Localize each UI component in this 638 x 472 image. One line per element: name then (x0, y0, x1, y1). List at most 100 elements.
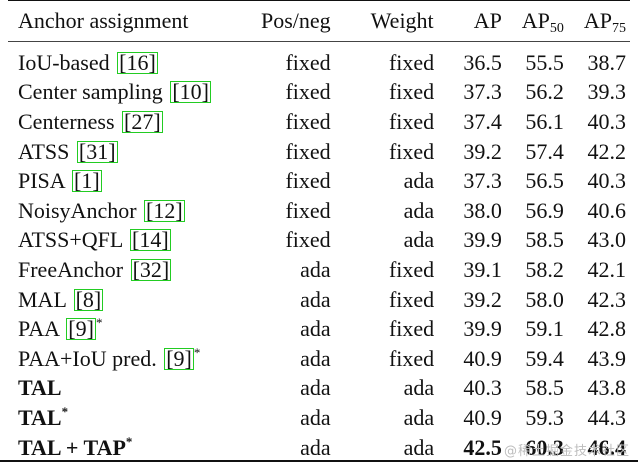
method-name: Centerness (18, 108, 115, 134)
header-ap: AP (444, 0, 506, 42)
citation-box[interactable]: [1] (71, 168, 102, 194)
cell-pos-neg: ada (300, 256, 331, 282)
citation-box[interactable]: [12] (144, 197, 185, 223)
table-body: IoU-based [16] fixed fixed 36.5 55.5 38.7 Cent… (8, 42, 630, 463)
cell-ap50: 57.4 (525, 138, 564, 164)
cell-ap75: 42.1 (587, 256, 627, 282)
cell-weight: ada (403, 375, 435, 401)
table-row: Center sampling [10] fixed fixed 37.3 56.2 39… (8, 78, 630, 108)
cell-ap: 42.5 (463, 434, 502, 460)
cell-ap: 40.9 (463, 345, 502, 371)
cell-anchor-method: PISA [1] (8, 166, 238, 196)
cell-ap50: 56.9 (525, 197, 564, 223)
cell-ap75: 42.2 (587, 138, 627, 164)
table-row: ATSS [31] fixed fixed 39.2 57.4 42.2 (8, 137, 630, 167)
cell-ap75: 39.3 (587, 79, 627, 105)
table-row: TAL* ada ada 40.9 59.3 44.3 (8, 403, 630, 433)
method-name: PAA (18, 316, 59, 342)
table-row: PAA+IoU pred. [9] * ada fixed 40.9 59.4 43.9 (8, 344, 630, 374)
watermark-text: @稀土掘金技术社区 (503, 444, 630, 459)
cell-anchor-method: ATSS+QFL [14] (8, 226, 238, 256)
cell-weight: fixed (388, 256, 435, 282)
header-ap75: AP75 (567, 0, 630, 42)
cell-ap50: 58.5 (525, 375, 564, 401)
citation-box[interactable]: [27] (122, 108, 163, 134)
cell-pos-neg: fixed (285, 168, 331, 194)
asterisk-marker: * (95, 315, 103, 331)
citation-bracket-open: [ (78, 138, 87, 164)
header-pos-neg: Pos/neg (237, 0, 343, 42)
citation-number: 9 (75, 316, 87, 342)
cell-anchor-method: IoU-based [16] (8, 42, 238, 78)
citation-number: 9 (173, 345, 185, 371)
cell-ap: 39.1 (463, 256, 502, 282)
cell-ap50: 58.5 (525, 227, 564, 253)
table-row: TAL ada ada 40.3 58.5 43.8 (8, 374, 630, 404)
citation-bracket-close: ] (153, 108, 161, 134)
citation-box[interactable]: [9] (164, 345, 194, 371)
method-name: Center sampling (18, 79, 163, 105)
cell-anchor-method: Centerness [27] (8, 107, 238, 137)
citation-box[interactable]: [16] (117, 49, 158, 75)
citation-bracket-close: ] (93, 286, 102, 312)
cell-ap75: 43.0 (587, 227, 627, 253)
cell-anchor-method: PAA+IoU pred. [9] * (8, 344, 238, 374)
method-name: PAA+IoU pred. (18, 345, 157, 371)
citation-bracket-close: ] (92, 168, 100, 194)
table-row: Centerness [27] fixed fixed 37.4 56.1 40.3 (8, 107, 630, 137)
cell-weight: fixed (388, 286, 435, 312)
cell-ap: 37.4 (463, 108, 502, 134)
cell-ap75: 43.9 (587, 345, 627, 371)
citation-bracket-close: ] (161, 227, 169, 253)
citation-bracket-open: [ (132, 227, 140, 253)
citation-box[interactable]: [10] (170, 79, 211, 105)
citation-number: 16 (126, 49, 149, 75)
citation-box[interactable]: [14] (130, 227, 171, 253)
citation-number: 32 (139, 256, 162, 282)
cell-pos-neg: fixed (285, 138, 331, 164)
citation-box[interactable]: [9] (66, 316, 96, 342)
cell-ap75: 43.8 (587, 375, 627, 401)
table-row: NoisyAnchor [12] fixed ada 38.0 56.9 40.6 (8, 196, 630, 226)
cell-weight: fixed (388, 345, 435, 371)
cell-ap50: 59.4 (525, 345, 564, 371)
cell-anchor-method: MAL [8] (8, 285, 238, 315)
cell-ap: 36.5 (463, 49, 502, 75)
citation-box[interactable]: [8] (73, 286, 104, 312)
method-name: TAL (18, 375, 62, 401)
cell-pos-neg: fixed (285, 79, 331, 105)
cell-ap75: 40.3 (587, 168, 627, 194)
cell-pos-neg: fixed (285, 197, 331, 223)
citation-bracket-open: [ (146, 197, 154, 223)
header-weight: Weight (342, 0, 445, 42)
citation-number: 8 (82, 286, 94, 312)
asterisk-marker: * (193, 344, 201, 360)
cell-weight: fixed (388, 49, 435, 75)
cell-pos-neg: ada (300, 404, 331, 430)
citation-box[interactable]: [32] (130, 256, 172, 282)
table-row: ATSS+QFL [14] fixed ada 39.9 58.5 43.0 (8, 226, 630, 256)
citation-bracket-close: ] (184, 345, 192, 371)
cell-ap: 39.9 (463, 227, 502, 253)
cell-weight: ada (403, 227, 435, 253)
asterisk-marker: * (61, 403, 69, 419)
citation-bracket-open: [ (132, 256, 140, 282)
cell-ap50: 56.5 (525, 168, 564, 194)
citation-bracket-open: [ (166, 345, 174, 371)
cell-pos-neg: fixed (285, 108, 331, 134)
citation-bracket-close: ] (148, 49, 156, 75)
method-name: MAL (18, 286, 67, 312)
citation-bracket-close: ] (108, 138, 116, 164)
cell-weight: ada (403, 168, 435, 194)
header-ap50-subscript: 50 (549, 21, 564, 36)
citation-bracket-close: ] (201, 79, 209, 105)
method-name: FreeAnchor (18, 256, 124, 282)
cell-ap50: 55.5 (525, 49, 564, 75)
table-bottom-rule (0, 460, 638, 462)
citation-box[interactable]: [31] (76, 138, 118, 164)
cell-weight: fixed (388, 79, 435, 105)
table-row: TAL + TAP* ada ada 42.5 60.3 46.4 (8, 433, 630, 463)
cell-ap50: 56.1 (525, 108, 564, 134)
cell-anchor-method: NoisyAnchor [12] (8, 196, 238, 226)
header-ap50: AP50 (505, 0, 568, 42)
